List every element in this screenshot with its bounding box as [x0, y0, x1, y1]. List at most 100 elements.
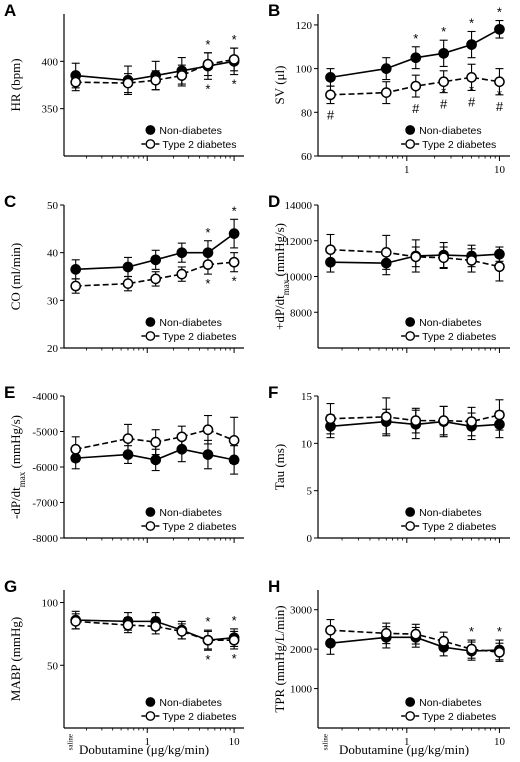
significance-star: * — [205, 652, 210, 667]
point-type2 — [70, 280, 82, 292]
y-tick-label: 50 — [47, 660, 59, 672]
x-tick-label: 10 — [229, 736, 241, 748]
y-axis-label: +dP/dtmax (mmHg/s) — [272, 223, 291, 330]
point-type2 — [176, 431, 188, 443]
y-tick-label: 1000 — [290, 684, 313, 696]
significance-star: * — [232, 77, 237, 92]
y-tick-label: 100 — [42, 598, 59, 610]
x-tick-label: 1 — [404, 736, 410, 748]
panel-h: H 1000 2000 3000 1 10 saline TPR (mmHg/L/min) * *… — [268, 577, 510, 750]
legend-marker-type2 — [405, 331, 416, 341]
legend-marker-non-diabetes — [145, 317, 156, 327]
legend-marker-non-diabetes — [145, 507, 156, 517]
x-axis-title: Dobutamine (μg/kg/min) — [339, 742, 469, 757]
point-type2 — [410, 80, 422, 92]
y-axis-label-sub: max — [17, 471, 27, 487]
significance-star: * — [232, 32, 237, 47]
point-type2 — [228, 54, 240, 65]
legend-label-non-diabetes: Non-diabetes — [159, 125, 221, 137]
panel-letter: A — [4, 1, 16, 20]
x-tick-label: 1 — [145, 736, 151, 748]
y-tick-label: 8000 — [290, 307, 313, 319]
legend-marker-non-diabetes — [405, 507, 416, 517]
legend-label-type2: Type 2 diabetes — [162, 331, 236, 343]
panel-letter: G — [4, 577, 17, 596]
point-type2 — [466, 643, 477, 655]
hash-annotation: # — [468, 94, 476, 109]
panel-letter: E — [4, 383, 15, 402]
significance-star: * — [205, 276, 210, 291]
point-non-diabetes — [410, 52, 422, 64]
point-non-diabetes — [70, 452, 82, 464]
y-axis-label: Tau (ms) — [272, 444, 287, 490]
y-axis-label-main: SV (μl) — [272, 66, 287, 105]
point-non-diabetes — [325, 637, 336, 649]
y-tick-label: 30 — [47, 295, 59, 307]
point-type2 — [438, 76, 450, 88]
point-non-diabetes — [380, 257, 392, 269]
saline-label: saline — [67, 734, 75, 750]
significance-star: * — [205, 81, 210, 96]
legend-label-type2: Type 2 diabetes — [162, 521, 236, 533]
y-tick-label: -8000 — [32, 533, 58, 545]
y-tick-label: 3000 — [290, 605, 313, 617]
legend-label-non-diabetes: Non-diabetes — [159, 697, 221, 709]
x-tick-label: 1 — [404, 164, 410, 176]
point-type2 — [202, 259, 214, 270]
point-non-diabetes — [122, 449, 134, 460]
hash-annotation: # — [412, 101, 420, 116]
significance-star: * — [441, 24, 446, 39]
point-non-diabetes — [122, 261, 134, 273]
panel-a: A 350 400 HR (bpm) * * * * Non-diabetes Type 2 di… — [4, 1, 244, 161]
point-type2 — [466, 255, 477, 266]
legend-marker-type2 — [145, 711, 156, 721]
significance-star: * — [497, 87, 502, 102]
point-type2 — [122, 77, 134, 89]
point-type2 — [438, 415, 450, 426]
legend-marker-type2 — [145, 331, 156, 341]
y-tick-label: 40 — [47, 248, 59, 260]
y-axis-label-unit: (mmHg/s) — [8, 415, 23, 472]
point-non-diabetes — [325, 256, 336, 268]
legend-label-non-diabetes: Non-diabetes — [159, 507, 221, 519]
y-axis-label: -dP/dtmax (mmHg/s) — [8, 415, 27, 519]
y-tick-label: 100 — [296, 64, 313, 76]
y-tick-label: 400 — [42, 56, 59, 68]
y-axis-label: SV (μl) — [272, 66, 287, 105]
y-axis-label-main: MABP (mmHg) — [8, 617, 23, 701]
x-axis-title: Dobutamine (μg/kg/min) — [79, 742, 209, 757]
point-type2 — [380, 628, 392, 639]
legend-marker-type2 — [145, 139, 156, 149]
point-type2 — [150, 436, 162, 448]
y-axis-label-main: Tau (ms) — [272, 444, 287, 490]
panel-f: F 0 5 10 15 Tau (ms) Non-diabetes Type 2 diabet… — [268, 383, 510, 545]
significance-star: * — [205, 225, 210, 240]
point-non-diabetes — [466, 39, 477, 50]
point-type2 — [380, 411, 392, 423]
y-tick-label: -4000 — [32, 391, 58, 403]
point-non-diabetes — [228, 228, 240, 239]
legend-label-type2: Type 2 diabetes — [422, 521, 496, 533]
panel-e: E -8000 -7000 -6000 -5000 -4000 -dP/dtmax (mmH… — [4, 383, 244, 545]
point-non-diabetes — [176, 443, 188, 455]
y-tick-label: -6000 — [32, 462, 58, 474]
point-type2 — [410, 628, 422, 640]
significance-star: * — [441, 85, 446, 100]
y-axis-label: TPR (mmHg/L/min) — [272, 605, 287, 712]
point-type2 — [380, 247, 392, 258]
point-type2 — [466, 72, 477, 83]
legend-marker-type2 — [405, 711, 416, 721]
legend-label-non-diabetes: Non-diabetes — [419, 317, 481, 329]
y-axis-label-main: HR (bpm) — [8, 58, 23, 111]
legend-label-non-diabetes: Non-diabetes — [419, 125, 481, 137]
y-axis-label-main: -dP/dt — [8, 487, 23, 519]
y-axis-label-sub: max — [281, 279, 291, 295]
significance-star: * — [232, 651, 237, 666]
point-type2 — [122, 433, 134, 444]
point-type2 — [70, 443, 82, 455]
hash-annotation: # — [440, 97, 448, 112]
point-type2 — [325, 413, 336, 425]
y-tick-label: 60 — [301, 151, 313, 163]
